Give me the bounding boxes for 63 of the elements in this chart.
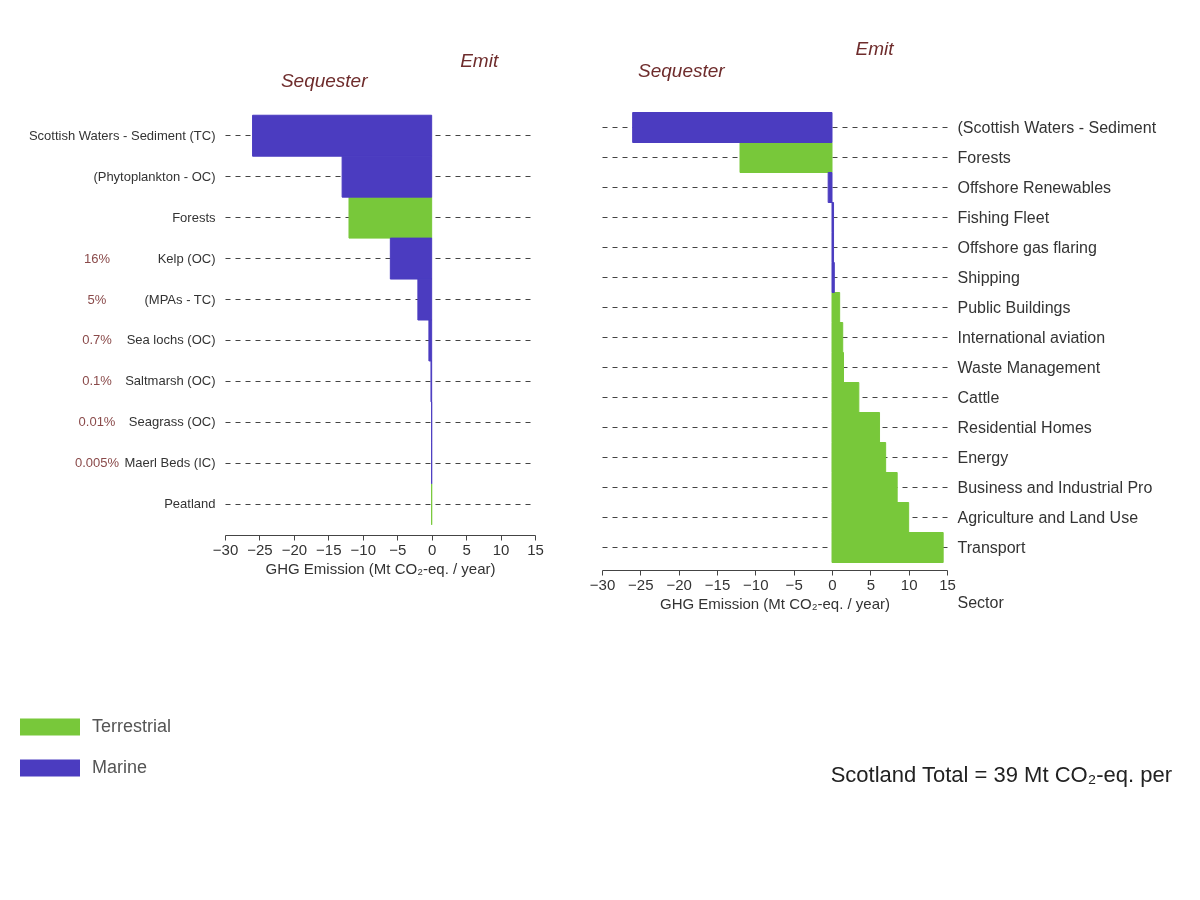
text: Emit — [460, 50, 499, 71]
y-tick-label: Cattle — [957, 388, 1000, 406]
x-tick-label: 10 — [900, 575, 918, 593]
y-tick-label: Public Buildings — [957, 298, 1071, 316]
x-tick-label: −10 — [743, 575, 769, 593]
text: 16% — [83, 250, 111, 266]
text: Scotland Total = 39 Mt CO₂-eq. per — [830, 762, 1172, 787]
x-tick-label: 0 — [427, 540, 437, 558]
x-tick-label: 15 — [939, 575, 956, 593]
x-tick-label: −30 — [589, 575, 616, 593]
x-tick-label: −25 — [247, 540, 273, 558]
y-tick-label: Seagrass (OC) — [128, 414, 216, 430]
x-tick-label: −10 — [350, 540, 376, 558]
y-tick-label: Energy — [957, 448, 1009, 466]
y-tick-label: Agriculture and Land Use — [957, 508, 1139, 526]
text: 0.7% — [82, 332, 113, 348]
y-tick-label: International aviation — [957, 328, 1106, 346]
y-tick-label: (Phytoplankton - OC) — [93, 168, 216, 184]
y-tick-label: Saltmarsh (OC) — [125, 373, 216, 389]
text: Sequester — [638, 60, 726, 81]
y-tick-label: Scottish Waters - Sediment (TC) — [28, 127, 216, 143]
text: Sequester — [280, 70, 369, 91]
y-tick-label: Waste Management — [957, 358, 1101, 376]
bar — [632, 112, 833, 143]
y-tick-label: Fishing Fleet — [957, 208, 1050, 226]
x-axis-title: GHG Emission (Mt CO₂-eq. / year) — [659, 594, 891, 612]
y-tick-label: Transport — [957, 538, 1026, 556]
x-tick-label: −30 — [212, 540, 239, 558]
text: 0.01% — [78, 414, 116, 430]
x-tick-label: −25 — [628, 575, 654, 593]
x-tick-label: −5 — [389, 540, 407, 558]
legend-label: Marine — [92, 757, 148, 777]
y-tick-label: Offshore Renewables — [957, 178, 1112, 196]
text: 5% — [87, 291, 107, 307]
text: 0.005% — [74, 455, 120, 471]
y-tick-label: (Scottish Waters - Sediment — [957, 118, 1157, 136]
legend-label: Terrestrial — [92, 716, 172, 736]
y-tick-label: Forests — [172, 209, 216, 225]
y-tick-label: Shipping — [957, 268, 1020, 286]
text: 0.1% — [82, 373, 113, 389]
y-tick-label: Residential Homes — [957, 418, 1092, 436]
y-tick-label: Sea lochs (OC) — [126, 332, 216, 348]
x-tick-label: 15 — [527, 540, 544, 558]
x-tick-label: 5 — [866, 575, 876, 593]
x-axis-title: GHG Emission (Mt CO₂-eq. / year) — [265, 559, 496, 577]
x-tick-label: 5 — [462, 540, 471, 558]
x-tick-label: −15 — [704, 575, 731, 593]
y-tick-label: Forests — [957, 148, 1011, 166]
x-tick-label: −20 — [281, 540, 308, 558]
y-tick-label: Maerl Beds (IC) — [124, 455, 216, 471]
y-tick-label: (MPAs - TC) — [144, 291, 216, 307]
x-tick-label: −20 — [666, 575, 692, 593]
text: Emit — [855, 38, 895, 59]
y-tick-label: Business and Industrial Pro — [957, 478, 1153, 496]
bar — [739, 142, 833, 173]
y-tick-label: Offshore gas flaring — [957, 238, 1097, 256]
y-axis-title: Sector — [957, 593, 1005, 611]
x-tick-label: −5 — [785, 575, 803, 593]
y-tick-label: Peatland — [164, 496, 216, 512]
x-tick-label: −15 — [316, 540, 342, 558]
y-tick-label: Kelp (OC) — [157, 250, 216, 266]
x-tick-label: 0 — [828, 575, 837, 593]
x-tick-label: 10 — [492, 540, 510, 558]
